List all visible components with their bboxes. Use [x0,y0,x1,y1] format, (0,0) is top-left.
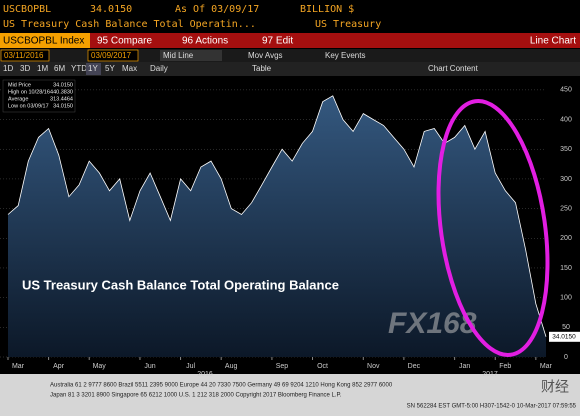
x-tick-label: Aug [225,363,238,370]
legend-label: High on 10/28/16 [8,89,50,95]
mov-avgs[interactable]: Mov Avgs [248,51,283,60]
table-button[interactable]: Table [252,64,272,73]
y-tick-label: 100 [560,294,572,301]
toolbar [0,33,580,48]
end-input[interactable] [87,49,139,62]
footer-line: SN 562284 EST GMT-5:00 H307-1542-0 10-Ma… [407,404,577,410]
period-button[interactable]: 1M [37,64,48,73]
y-tick-label: 450 [560,87,572,94]
period-button[interactable]: YTD [71,64,87,73]
line-select[interactable] [160,50,222,61]
x-tick-label: Apr [53,363,65,370]
edit-button[interactable]: 97 Edit [262,36,293,47]
last-value-label: 34.0150 [552,334,576,341]
year-label: 2016 [197,371,213,378]
period-button[interactable]: 5Y [105,64,115,73]
start-date: 03/11/2016 [4,51,44,60]
watermark-cn: 财经 [541,379,569,395]
index-box[interactable] [0,33,90,48]
y-tick-label: 400 [560,116,572,123]
period-button[interactable]: Max [122,64,137,73]
description: US Treasury Cash Balance Total Operatin.… [3,19,256,30]
footer-line: Australia 61 2 9777 8600 Brazil 5511 239… [50,383,393,389]
period-active [86,63,101,75]
legend-value: 34.0150 [53,103,73,109]
x-tick-label: Mar [540,363,553,370]
legend-box [2,79,76,113]
period-button[interactable]: 1Y [88,64,98,73]
y-tick-label: 50 [562,324,570,331]
x-tick-label: Sep [276,363,289,370]
price: 34.0150 [90,4,132,15]
period-button[interactable]: 6M [54,64,65,73]
end-date: 03/09/2017 [91,51,132,60]
area [8,95,546,358]
legend-value: 440.3830 [50,89,73,95]
legend-label: Average [8,96,28,102]
footer-bg [0,374,580,416]
x-tick-label: Mar [12,363,25,370]
x-tick-label: Jan [459,363,470,370]
period-bar [0,62,580,76]
x-tick-label: Nov [367,363,380,370]
ticker: USCBOPBL [3,4,51,15]
y-tick-label: 300 [560,176,572,183]
y-tick-label: 0 [564,354,568,361]
key-events[interactable]: Key Events [325,51,365,60]
index-label: USCBOPBL Index [3,36,84,47]
x-tick-label: Jul [186,363,195,370]
highlight-ellipse [436,99,550,357]
as-of: As Of 03/09/17 [175,4,259,15]
y-tick-label: 150 [560,265,572,272]
controls-bar [0,49,580,62]
legend-value: 313.4464 [50,96,73,102]
frequency[interactable]: Daily [150,64,168,73]
line [7,95,547,337]
units: BILLION $ [300,4,354,15]
compare-button[interactable]: 95 Compare [97,36,152,47]
footer-line: Japan 81 3 3201 8900 Singapore 65 6212 1… [50,393,342,399]
chart-type[interactable]: Line Chart [530,36,576,47]
actions-button[interactable]: 96 Actions [182,36,228,47]
period-button[interactable]: 1D [3,64,13,73]
x-tick-label: Dec [408,363,421,370]
period-button[interactable]: 3D [20,64,30,73]
start-input[interactable] [0,49,50,62]
x-tick-label: Jun [144,363,155,370]
legend-label: Mid Price [8,82,31,88]
annotation: US Treasury Cash Balance Total Operating… [22,277,339,292]
chart-content[interactable]: Chart Content [428,64,479,73]
x-tick-label: Feb [499,363,511,370]
x-tick-label: Oct [317,363,328,370]
y-tick-label: 350 [560,146,572,153]
last-value-box [549,331,580,342]
source: US Treasury [315,19,381,30]
line-option: Mid Line [163,51,194,60]
y-tick-label: 200 [560,235,572,242]
legend-value: 34.0150 [53,82,73,88]
legend-label: Low on 03/09/17 [8,103,49,109]
x-tick-label: May [93,363,107,370]
y-tick-label: 250 [560,205,572,212]
year-label: 2017 [482,371,498,378]
